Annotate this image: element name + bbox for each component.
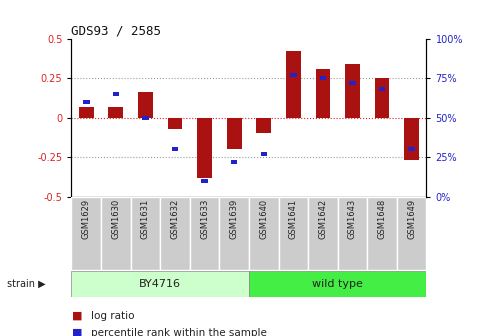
Text: GSM1633: GSM1633: [200, 199, 209, 239]
Bar: [397, 197, 426, 270]
Bar: [190, 197, 219, 270]
Bar: [83, 100, 90, 104]
Bar: [160, 197, 190, 270]
Text: log ratio: log ratio: [91, 311, 135, 321]
Bar: [375, 78, 389, 118]
Bar: [197, 118, 212, 178]
Text: GSM1649: GSM1649: [407, 199, 416, 239]
Text: GSM1639: GSM1639: [230, 199, 239, 239]
Text: GSM1643: GSM1643: [348, 199, 357, 239]
Bar: [168, 118, 182, 129]
Text: GSM1648: GSM1648: [378, 199, 387, 239]
Text: ■: ■: [71, 328, 82, 336]
Bar: [260, 152, 267, 156]
Bar: [345, 64, 360, 118]
Text: wild type: wild type: [312, 279, 363, 289]
Bar: [71, 271, 249, 297]
Text: strain ▶: strain ▶: [7, 279, 46, 289]
Bar: [131, 197, 160, 270]
Bar: [316, 69, 330, 118]
Bar: [338, 197, 367, 270]
Text: ■: ■: [71, 311, 82, 321]
Text: percentile rank within the sample: percentile rank within the sample: [91, 328, 267, 336]
Bar: [379, 87, 386, 91]
Text: GSM1641: GSM1641: [289, 199, 298, 239]
Bar: [404, 118, 419, 160]
Bar: [367, 197, 397, 270]
Bar: [201, 179, 208, 183]
Bar: [290, 73, 297, 77]
Text: GSM1630: GSM1630: [111, 199, 120, 239]
Bar: [249, 197, 279, 270]
Text: GDS93 / 2585: GDS93 / 2585: [71, 25, 162, 38]
Bar: [227, 118, 242, 149]
Text: GSM1629: GSM1629: [82, 199, 91, 239]
Bar: [308, 197, 338, 270]
Text: GSM1642: GSM1642: [318, 199, 327, 239]
Bar: [286, 51, 301, 118]
Bar: [79, 107, 94, 118]
Bar: [349, 81, 356, 85]
Bar: [219, 197, 249, 270]
Bar: [319, 76, 326, 80]
Text: GSM1632: GSM1632: [171, 199, 179, 239]
Bar: [108, 107, 123, 118]
Bar: [279, 197, 308, 270]
Text: BY4716: BY4716: [139, 279, 181, 289]
Bar: [138, 92, 153, 118]
Bar: [101, 197, 131, 270]
Bar: [142, 116, 149, 120]
Bar: [256, 118, 271, 133]
Bar: [231, 160, 238, 164]
Bar: [249, 271, 426, 297]
Bar: [172, 147, 178, 151]
Text: GSM1631: GSM1631: [141, 199, 150, 239]
Bar: [112, 92, 119, 96]
Bar: [71, 197, 101, 270]
Text: GSM1640: GSM1640: [259, 199, 268, 239]
Bar: [408, 147, 415, 151]
